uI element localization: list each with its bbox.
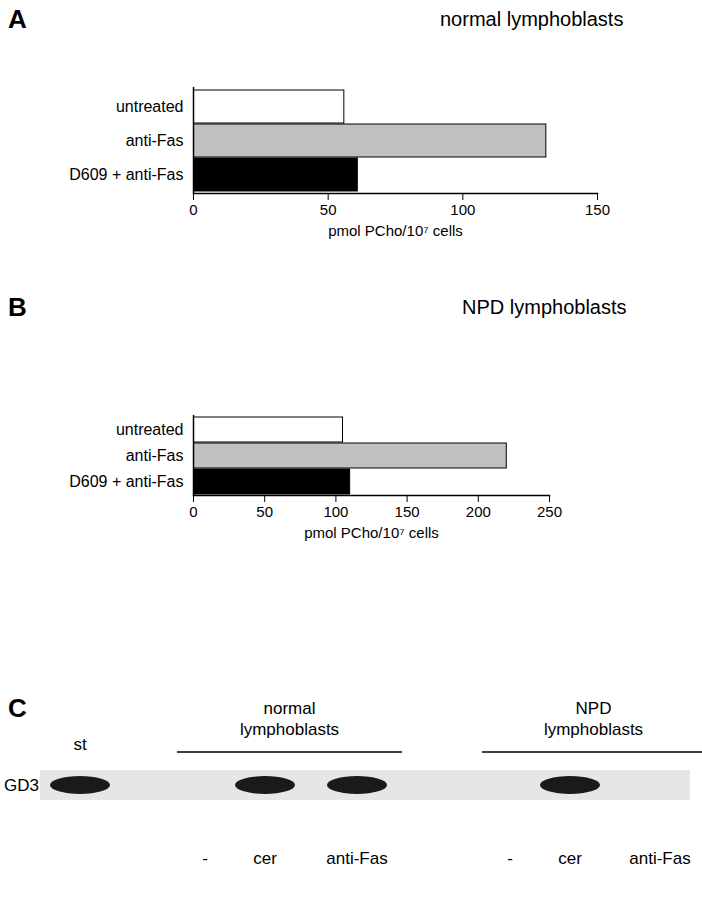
svg-text:150: 150 xyxy=(585,201,610,218)
svg-text:anti-Fas: anti-Fas xyxy=(126,447,184,464)
svg-text:normallymphoblasts: normallymphoblasts xyxy=(240,699,339,739)
svg-text:untreated: untreated xyxy=(116,421,184,438)
svg-text:anti-Fas: anti-Fas xyxy=(629,849,690,868)
html-text:normal lymphoblasts: normal lymphoblasts xyxy=(440,8,624,30)
svg-text:100: 100 xyxy=(323,503,348,520)
svg-text:GD3: GD3 xyxy=(4,776,39,795)
svg-text:anti-Fas: anti-Fas xyxy=(326,849,387,868)
svg-text:0: 0 xyxy=(189,503,197,520)
svg-text:-: - xyxy=(202,849,208,868)
svg-text:-: - xyxy=(507,849,513,868)
svg-text:cer: cer xyxy=(253,849,277,868)
svg-text:200: 200 xyxy=(466,503,491,520)
svg-text:st: st xyxy=(73,735,87,754)
html-text:NPD lymphoblasts: NPD lymphoblasts xyxy=(462,296,627,318)
svg-text:cer: cer xyxy=(558,849,582,868)
svg-text:C: C xyxy=(8,693,27,723)
svg-text:150: 150 xyxy=(395,503,420,520)
svg-text:pmol PCho/10⁷ cells: pmol PCho/10⁷ cells xyxy=(328,222,463,239)
svg-text:0: 0 xyxy=(189,201,197,218)
svg-text:untreated: untreated xyxy=(116,98,184,115)
svg-text:50: 50 xyxy=(320,201,337,218)
svg-text:100: 100 xyxy=(450,201,475,218)
html-text:A: A xyxy=(8,4,27,34)
svg-text:pmol PCho/10⁷ cells: pmol PCho/10⁷ cells xyxy=(304,524,439,541)
svg-text:NPDlymphoblasts: NPDlymphoblasts xyxy=(544,699,643,739)
html-text:B: B xyxy=(8,292,27,322)
svg-text:D609 + anti-Fas: D609 + anti-Fas xyxy=(69,166,183,183)
svg-text:anti-Fas: anti-Fas xyxy=(126,132,184,149)
svg-text:250: 250 xyxy=(537,503,562,520)
svg-text:D609 + anti-Fas: D609 + anti-Fas xyxy=(69,473,183,490)
svg-text:50: 50 xyxy=(256,503,273,520)
